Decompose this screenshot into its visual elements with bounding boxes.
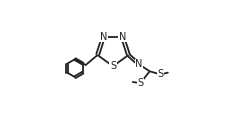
Text: S: S — [109, 61, 116, 71]
Text: S: S — [137, 78, 143, 88]
Text: N: N — [99, 32, 107, 42]
Text: S: S — [157, 69, 163, 79]
Text: N: N — [118, 32, 126, 42]
Text: N: N — [135, 59, 142, 69]
